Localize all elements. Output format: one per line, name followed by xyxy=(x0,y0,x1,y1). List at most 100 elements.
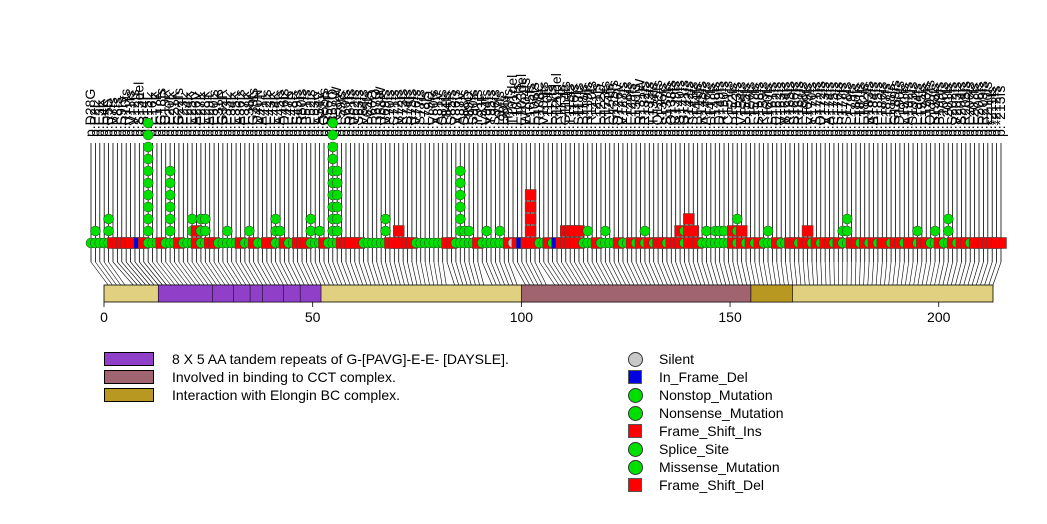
mutation-mark-circle xyxy=(142,129,154,141)
mutation-label: p.R10fs xyxy=(117,89,133,137)
mutation-mark-circle xyxy=(331,177,343,189)
mutation-label: p.E181fs xyxy=(851,82,867,137)
position-connector xyxy=(635,261,647,286)
mutation-label: p.S13del xyxy=(130,82,146,137)
mutation-mark-circle xyxy=(103,213,114,225)
position-connector xyxy=(780,261,785,286)
position-connector xyxy=(859,261,861,286)
mutation-label: p.W104fs xyxy=(517,78,533,137)
position-connector xyxy=(921,261,927,286)
mutation-label: p.E206fs xyxy=(961,82,977,137)
mutation-mark-circle xyxy=(731,213,743,225)
position-connector xyxy=(767,261,773,286)
mutation-mark-circle xyxy=(164,201,176,213)
mutation-label: p.P51fs xyxy=(297,90,313,137)
position-connector xyxy=(556,261,572,286)
mutation-type-legend-label: Silent xyxy=(659,351,695,367)
mutation-label: p.E37K xyxy=(236,90,252,137)
mutation-mark-square xyxy=(524,201,537,213)
mutation-label: p.L152fs xyxy=(724,83,740,137)
mutation-label: p.R142fs xyxy=(680,81,696,137)
mutation-label: p.E133fs xyxy=(640,82,656,137)
mutation-label: p.S88fs xyxy=(456,90,472,137)
mutation-label: p.E24K xyxy=(179,90,195,137)
mutation-mark-circle xyxy=(90,225,101,237)
domain-legend-entry: Involved in binding to CCT complex. xyxy=(104,368,509,386)
position-connector xyxy=(125,261,146,286)
position-connector xyxy=(301,261,313,286)
mutation-label: p.L84fs xyxy=(438,91,454,137)
mutation-label: p.R108C xyxy=(530,82,546,137)
mutation-label: p.E25K xyxy=(183,90,199,137)
mutation-mark-square xyxy=(801,225,814,237)
mutation-label: p.L122D xyxy=(592,84,608,137)
mutation-label: p.V173fs xyxy=(816,82,832,137)
mutation-label: p.L78fs xyxy=(416,91,432,137)
mutation-label: p.L157fs xyxy=(746,83,762,137)
mutation-label: p.S85fs xyxy=(442,90,458,137)
position-connector xyxy=(231,261,247,286)
mutation-mark-circle xyxy=(639,225,651,237)
mutation-label: p.*211fs xyxy=(983,87,999,137)
mutation-label: p.V64fs xyxy=(355,90,371,137)
mutation-label: p.V164fs xyxy=(777,82,793,137)
mutation-label: p.S74fs xyxy=(399,90,415,137)
mutation-mark-circle xyxy=(164,213,176,225)
position-connector xyxy=(446,261,455,286)
position-connector xyxy=(442,261,447,286)
position-connector xyxy=(671,261,681,286)
mutation-label: p.E168fs xyxy=(794,82,810,137)
mutation-label: p.V12fs xyxy=(126,90,142,137)
mutation-label: p.E162fs xyxy=(768,82,784,137)
position-connector xyxy=(934,261,940,286)
position-connector xyxy=(473,261,480,286)
position-connector xyxy=(200,261,217,286)
mutation-mark-square xyxy=(524,189,537,201)
position-connector xyxy=(174,261,192,286)
mutation-label: p.L182fs xyxy=(856,83,872,137)
position-connector xyxy=(622,261,635,286)
position-connector xyxy=(205,261,222,286)
position-connector xyxy=(416,261,422,286)
mutation-mark-circle xyxy=(481,225,492,237)
mutation-label: p.L97fs xyxy=(491,91,507,137)
mutation-label: p.L118fs xyxy=(574,84,590,137)
position-connector xyxy=(875,261,879,286)
position-connector xyxy=(103,261,121,286)
mutation-mark-circle xyxy=(582,225,594,237)
position-connector xyxy=(495,261,505,286)
position-connector xyxy=(490,261,501,286)
position-connector xyxy=(372,261,380,286)
position-connector xyxy=(455,261,464,286)
position-connector xyxy=(249,261,263,286)
mutation-label: p.Y170fs xyxy=(803,82,819,137)
mutation-label: p.L160fs xyxy=(759,83,775,137)
position-connector xyxy=(376,261,384,286)
mutation-type-legend-label: In_Frame_Del xyxy=(659,369,748,385)
position-connector xyxy=(319,261,330,286)
position-connector xyxy=(666,261,677,286)
mutation-label: p.*213fs xyxy=(992,86,1008,137)
mutation-label: p.R132fs xyxy=(636,81,652,137)
position-connector xyxy=(451,261,460,286)
mutation-label: p.E31K xyxy=(209,90,225,137)
legend-circle-symbol xyxy=(628,459,643,475)
mutation-label: p.S161fs xyxy=(763,82,779,137)
position-connector xyxy=(169,261,188,286)
x-axis-tick-label: 200 xyxy=(927,309,951,325)
mutation-label: p.A184fs xyxy=(865,82,881,137)
mutation-mark-circle xyxy=(380,225,391,237)
mutation-mark-circle xyxy=(270,213,281,225)
position-connector xyxy=(358,261,368,286)
position-connector xyxy=(854,261,857,286)
mutation-label: p.A26V xyxy=(188,90,204,137)
mutation-label: p.G114fs xyxy=(557,81,573,137)
domain-legend: 8 X 5 AA tandem repeats of G-[PAVG]-E-E-… xyxy=(104,350,509,404)
mutation-label: p.V80fs xyxy=(425,90,441,137)
mutation-label: p.I98fs xyxy=(495,95,511,137)
mutation-label: p.L188fs xyxy=(882,83,898,137)
mutation-mark-circle xyxy=(455,165,466,177)
position-connector xyxy=(178,261,197,286)
position-connector xyxy=(433,261,439,286)
mutation-label: p.E47K xyxy=(280,90,296,137)
